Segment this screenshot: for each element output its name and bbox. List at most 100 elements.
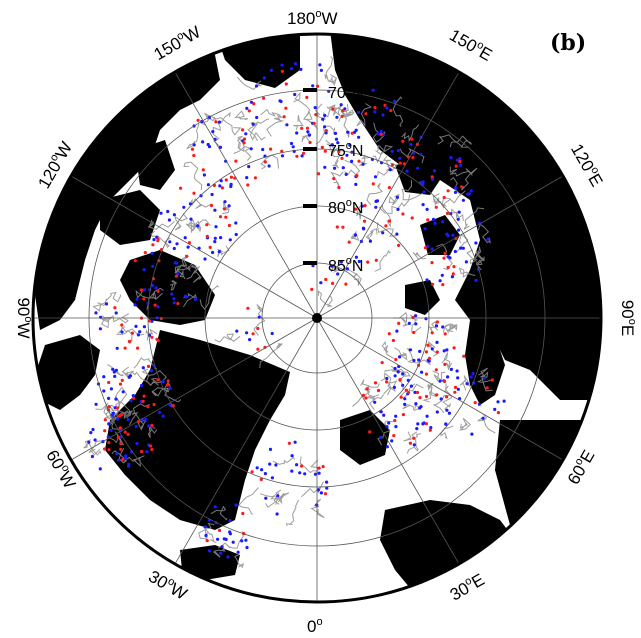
blue-observation-point (336, 272, 340, 276)
red-observation-point (250, 470, 254, 474)
blue-observation-point (91, 427, 95, 432)
blue-observation-point (269, 68, 273, 72)
blue-observation-point (344, 172, 348, 176)
blue-observation-point (373, 400, 377, 404)
float-trajectory (372, 150, 384, 164)
float-trajectory (461, 167, 478, 191)
blue-observation-point (373, 110, 377, 114)
blue-observation-point (111, 367, 115, 371)
blue-observation-point (120, 330, 124, 334)
blue-observation-point (264, 496, 268, 500)
float-trajectory (247, 118, 270, 142)
red-observation-point (394, 357, 398, 362)
float-trajectory (210, 505, 228, 521)
red-observation-point (408, 441, 412, 445)
red-observation-point (323, 149, 327, 153)
svalbard (340, 410, 390, 465)
float-trajectory (400, 383, 424, 400)
blue-observation-point (449, 212, 453, 216)
blue-observation-point (395, 329, 399, 333)
red-observation-point (123, 430, 127, 434)
float-trajectory (374, 249, 391, 272)
blue-observation-point (350, 159, 354, 163)
red-observation-point (496, 411, 500, 415)
red-observation-point (401, 212, 405, 216)
blue-observation-point (385, 445, 389, 449)
blue-observation-point (202, 173, 206, 177)
float-trajectory (324, 56, 336, 84)
float-trajectory (217, 531, 244, 549)
red-observation-point (107, 448, 111, 452)
blue-observation-point (300, 154, 304, 158)
red-observation-point (103, 429, 107, 433)
red-observation-point (305, 126, 310, 130)
float-trajectory (356, 103, 373, 127)
blue-observation-point (220, 545, 224, 549)
blue-observation-point (481, 416, 485, 420)
blue-observation-point (459, 163, 463, 167)
blue-observation-point (357, 135, 361, 139)
float-trajectory (234, 110, 249, 121)
red-observation-point (418, 396, 422, 400)
blue-observation-point (317, 471, 321, 475)
float-trajectory (199, 285, 219, 310)
blue-observation-point (341, 166, 345, 170)
lon-label-120e: 120oE (567, 140, 607, 190)
blue-observation-point (87, 440, 91, 444)
red-observation-point (142, 297, 146, 301)
blue-observation-point (447, 411, 451, 415)
blue-observation-point (203, 257, 207, 261)
float-trajectory (190, 197, 212, 210)
red-observation-point (430, 175, 434, 179)
blue-observation-point (293, 440, 297, 444)
blue-observation-point (403, 402, 407, 406)
red-observation-point (335, 225, 339, 229)
red-observation-point (404, 388, 408, 392)
blue-observation-point (182, 205, 186, 209)
red-observation-point (442, 195, 446, 200)
blue-observation-point (217, 120, 222, 124)
blue-observation-point (469, 375, 473, 379)
red-observation-point (428, 428, 432, 432)
float-trajectory (260, 154, 279, 170)
red-observation-point (147, 319, 152, 323)
latitude-labels: 70oN 75oN 80oN 85oN (328, 82, 363, 275)
blue-observation-point (168, 403, 172, 407)
blue-observation-point (420, 370, 424, 374)
blue-observation-point (454, 186, 458, 190)
blue-observation-point (124, 454, 128, 458)
blue-observation-point (290, 454, 294, 458)
blue-observation-point (216, 537, 220, 541)
blue-observation-point (219, 236, 223, 240)
blue-observation-point (261, 147, 265, 152)
lat-label-80: 80oN (328, 197, 363, 217)
blue-observation-point (175, 242, 179, 246)
float-trajectory (402, 403, 422, 411)
red-observation-point (133, 259, 137, 263)
float-trajectory (209, 115, 242, 136)
blue-observation-point (385, 376, 389, 381)
blue-observation-point (289, 67, 294, 71)
red-observation-point (151, 243, 155, 247)
blue-observation-point (486, 237, 490, 241)
blue-observation-point (445, 232, 449, 236)
blue-observation-point (206, 142, 210, 147)
blue-observation-point (379, 129, 383, 134)
float-trajectory (466, 246, 485, 262)
blue-observation-point (218, 184, 222, 188)
red-observation-point (234, 159, 238, 163)
red-observation-point (485, 386, 489, 390)
red-observation-point (247, 109, 251, 113)
blue-observation-point (419, 405, 423, 409)
red-observation-point (165, 383, 170, 387)
red-observation-point (185, 254, 189, 258)
float-trajectory (106, 313, 130, 324)
red-observation-point (176, 301, 180, 306)
blue-observation-point (152, 238, 156, 242)
float-trajectory (180, 255, 191, 272)
blue-observation-point (213, 208, 217, 212)
blue-observation-point (116, 458, 121, 462)
red-observation-point (284, 82, 288, 86)
blue-observation-point (279, 99, 283, 104)
